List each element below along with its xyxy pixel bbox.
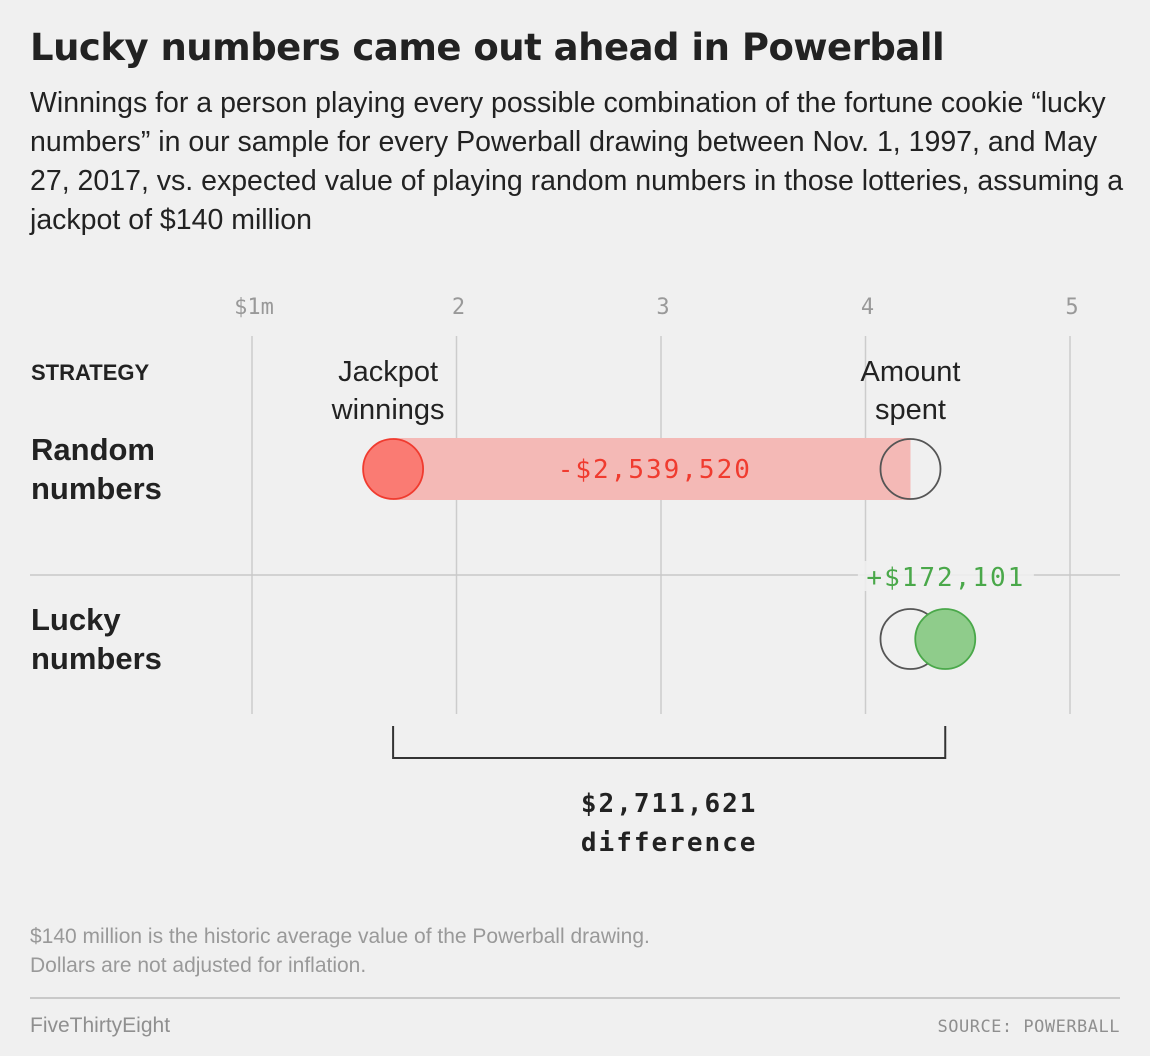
- difference-label-backdrop: [857, 561, 1034, 591]
- chart-rows: Random numbers -$2,539,520 Lucky numbers +$17…: [31, 432, 1034, 676]
- brand-logo-text: FiveThirtyEight: [30, 1014, 171, 1037]
- chart-title: Lucky numbers came out ahead in Powerbal…: [30, 26, 945, 69]
- row-header-strategy: STRATEGY: [31, 360, 149, 385]
- x-tick-label: $1m: [234, 295, 274, 320]
- source-credit: SOURCE: POWERBALL: [937, 1017, 1120, 1037]
- row-random-numbers: Random numbers -$2,539,520: [31, 432, 942, 506]
- amount-spent-dot: [879, 438, 942, 500]
- note-line-2: Dollars are not adjusted for inflation.: [30, 954, 367, 977]
- difference-label: +$172,101: [866, 563, 1025, 593]
- dot-range-chart: $1m 2 3 4 5 STRATEGY Jackpot winnings Amount sp…: [30, 295, 1120, 858]
- jackpot-winnings-dot: [914, 608, 977, 670]
- row-label: Random numbers: [31, 432, 162, 506]
- legend: Jackpot winnings Amount spent: [331, 356, 961, 426]
- difference-label: -$2,539,520: [558, 455, 752, 485]
- gridlines: [251, 336, 1071, 714]
- legend-jackpot-winnings: Jackpot winnings: [331, 356, 445, 426]
- chart-subtitle: Winnings for a person playing every poss…: [30, 87, 1124, 236]
- x-axis-ticks: $1m 2 3 4 5: [234, 295, 1079, 320]
- row-lucky-numbers: Lucky numbers +$172,101: [31, 561, 1034, 676]
- x-tick-label: 4: [861, 295, 874, 320]
- difference-bracket: $2,711,621 difference: [392, 726, 947, 858]
- difference-caption: difference: [581, 828, 758, 858]
- x-tick-label: 3: [656, 295, 669, 320]
- row-label: Lucky numbers: [31, 602, 162, 676]
- bracket-line: [392, 726, 947, 759]
- difference-bar: [393, 438, 911, 500]
- x-tick-label: 5: [1065, 295, 1078, 320]
- legend-amount-spent: Amount spent: [861, 356, 961, 426]
- note-line-1: $140 million is the historic average val…: [30, 925, 650, 948]
- jackpot-winnings-dot: [362, 438, 425, 500]
- difference-value: $2,711,621: [581, 789, 758, 819]
- footer-divider: [30, 997, 1120, 999]
- x-tick-label: 2: [452, 295, 465, 320]
- chart-notes: $140 million is the historic average val…: [30, 922, 1030, 980]
